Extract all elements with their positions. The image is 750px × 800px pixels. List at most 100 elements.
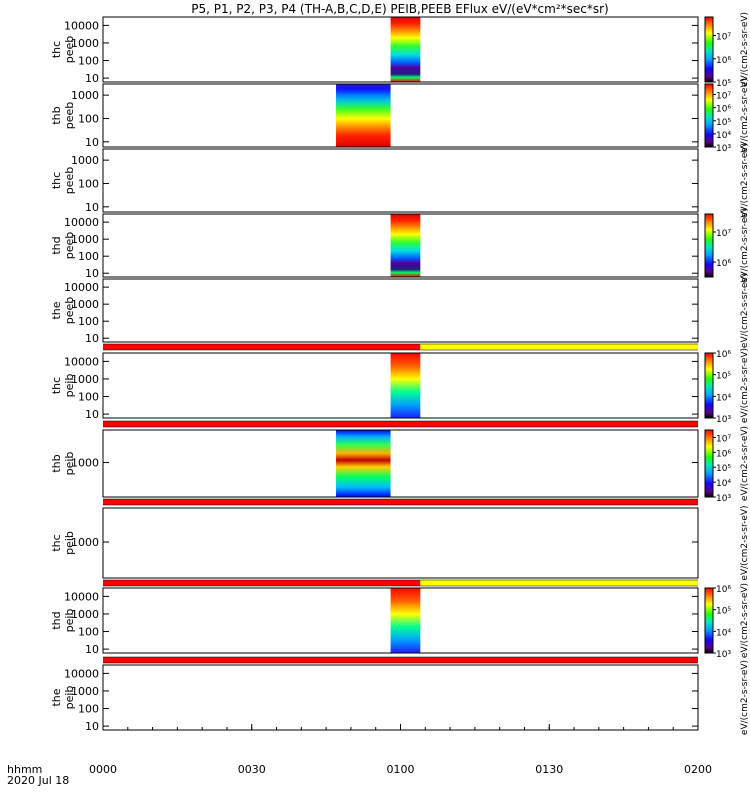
colorbar-tick-label: 10⁵	[716, 118, 731, 128]
colorbar-tick-label: 10³	[716, 415, 731, 425]
x-tick-label: 0130	[535, 763, 563, 776]
status-bar-segment-yellow	[420, 580, 698, 586]
status-bars	[103, 343, 698, 664]
panel-background	[103, 84, 698, 147]
y-tick-label: 1000	[71, 373, 99, 386]
y-tick-label: 1000	[71, 457, 99, 470]
spectrogram-block	[336, 430, 391, 497]
panel-background	[103, 149, 698, 212]
colorbar-tick-label: 10⁵	[716, 79, 731, 89]
y-tick-label: 100	[78, 626, 99, 639]
colorbar-label: eV/(cm2-s-sr-eV)	[740, 143, 750, 218]
panel-product-label: peeb	[63, 102, 76, 130]
panel-product-label: peib	[63, 531, 76, 555]
panel-probe-label: thc	[50, 534, 63, 551]
panel-thc-peib: 1000 thc peib eV/(cm2-s-sr-eV)	[50, 505, 750, 580]
panel-frame	[102, 429, 699, 498]
y-tick-label: 10	[85, 267, 99, 280]
time-axis: 0000 0030 0100 0130 0200	[89, 724, 712, 776]
colorbar-tick-label: 10⁷	[716, 92, 731, 102]
colorbar-tick-label: 10⁶	[716, 105, 731, 115]
panel-frame	[102, 507, 699, 579]
y-tick-label: 100	[78, 177, 99, 190]
colorbar-tick-label: 10⁴	[716, 393, 731, 403]
panel-background	[103, 430, 698, 497]
panel-frame	[102, 83, 699, 148]
status-bar-segment-red	[103, 499, 698, 505]
panel-probe-label: thb	[50, 454, 63, 472]
panel-background	[103, 508, 698, 578]
colorbar-label: eV/(cm2-s-sr-eV)	[740, 78, 750, 153]
date-label: 2020 Jul 18	[7, 774, 69, 787]
x-tick-label: 0200	[684, 763, 712, 776]
y-tick-label: 100	[78, 703, 99, 716]
y-tick-label: 10	[85, 720, 99, 733]
colorbar-tick-label: 10⁴	[716, 479, 731, 489]
panel-product-label: peib	[63, 609, 76, 633]
colorbar-tick-label: 10⁶	[716, 585, 731, 595]
spectrogram-block	[390, 353, 421, 418]
y-tick-label: 10000	[64, 216, 99, 229]
colorbar-label: eV/(cm2-s-sr-eV)	[740, 208, 750, 283]
panel-product-label: peeb	[63, 36, 76, 64]
status-bar-segment-red	[103, 580, 421, 586]
status-bar	[103, 656, 698, 664]
x-tick-label: 0030	[238, 763, 266, 776]
y-tick-label: 10000	[64, 19, 99, 32]
y-tick-label: 100	[78, 55, 99, 68]
panel-probe-label: the	[50, 301, 63, 319]
status-bar-segment-red	[103, 657, 698, 663]
y-tick-label: 1000	[71, 154, 99, 167]
y-tick-label: 1000	[71, 536, 99, 549]
panel-product-label: peib	[63, 686, 76, 710]
panel-thb-peeb: 10 100 1000 thb peeb 10³ 10⁴ 10⁵ 10⁶ 10⁷ eV/(cm2-s…	[50, 78, 750, 154]
panel-background	[103, 665, 698, 730]
y-tick-label: 10000	[64, 355, 99, 368]
status-bar-segment-yellow	[420, 344, 698, 350]
colorbar-tick-label: 10³	[716, 144, 731, 154]
spectrogram-block	[336, 84, 391, 147]
colorbar-tick-label: 10⁶	[716, 56, 731, 66]
colorbar-tick-label: 10⁶	[716, 259, 731, 269]
time-format-label: hhmm	[7, 763, 42, 776]
colorbar-label: eV/(cm2-s-sr-eV)	[740, 426, 750, 501]
panel-probe-label: thc	[50, 377, 63, 394]
spectrogram-block	[390, 214, 421, 277]
colorbar-label: eV/(cm2-s-sr-eV)	[740, 583, 750, 658]
status-bar-segment-red	[103, 344, 421, 350]
y-tick-label: 10	[85, 643, 99, 656]
figure-title: P5, P1, P2, P3, P4 (TH-A,B,C,D,E) PEIB,P…	[191, 2, 608, 16]
colorbar-tick-label: 10⁴	[716, 131, 731, 141]
colorbar-tick-label: 10³	[716, 494, 731, 504]
status-bar	[103, 343, 698, 351]
colorbar-tick-label: 10⁵	[716, 464, 731, 474]
colorbar	[704, 83, 714, 148]
status-bar	[103, 579, 698, 587]
colorbar-tick-label: 10⁶	[716, 350, 731, 360]
panel-probe-label: thc	[50, 172, 63, 189]
y-tick-label: 10	[85, 201, 99, 214]
colorbar-tick-label: 10⁵	[716, 607, 731, 617]
status-bar	[103, 420, 698, 428]
panel-frame	[102, 213, 699, 278]
y-tick-label: 1000	[71, 608, 99, 621]
spectrogram-block	[390, 17, 421, 82]
status-bar	[103, 498, 698, 506]
panel-product-label: peeb	[63, 232, 76, 260]
y-tick-label: 10000	[64, 590, 99, 603]
colorbar	[704, 16, 714, 83]
colorbar	[704, 429, 714, 498]
y-tick-label: 100	[78, 112, 99, 125]
panel-background	[103, 279, 698, 342]
panel-frame	[102, 587, 699, 654]
colorbar-tick-label: 10⁶	[716, 449, 731, 459]
panel-frame	[102, 278, 699, 343]
colorbar	[704, 352, 714, 419]
colorbar-tick-label: 10³	[716, 650, 731, 660]
y-tick-label: 10000	[64, 667, 99, 680]
